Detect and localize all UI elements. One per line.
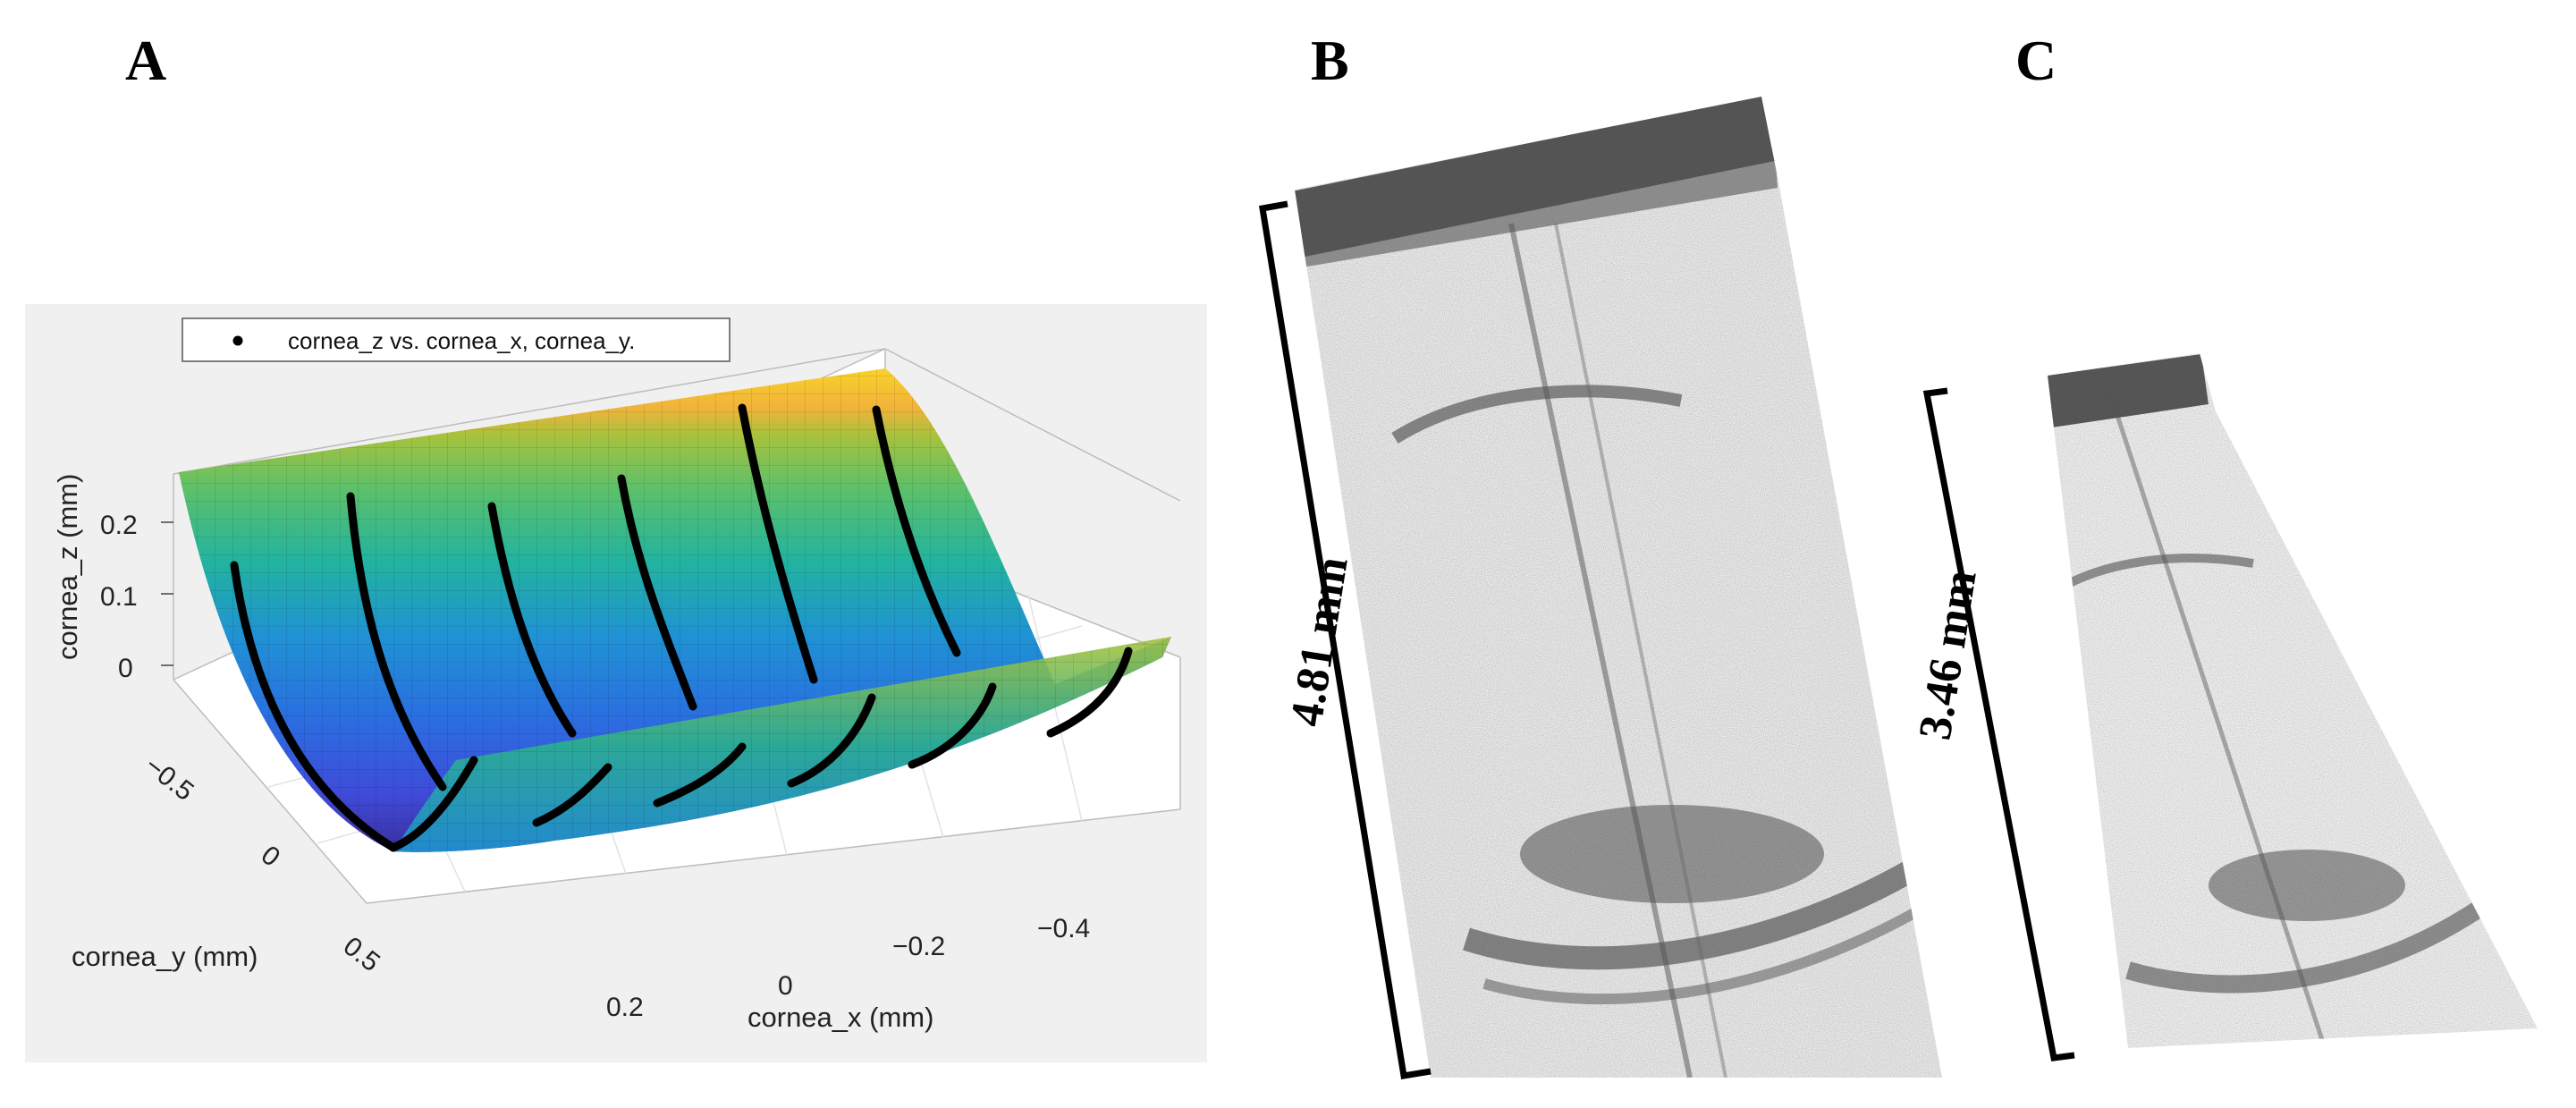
point-arc [872, 405, 961, 657]
point-arc [389, 756, 478, 852]
point-arc [653, 742, 747, 808]
oct-volume-c [2048, 353, 2538, 1048]
z-tick: 0 [118, 654, 133, 683]
legend: cornea_z vs. cornea_x, cornea_y. [182, 317, 731, 362]
scale-bar-b [1258, 200, 1432, 1080]
point-arc [738, 403, 818, 684]
panel-a: 0.2 0.1 0 −0.5 0 0.5 −0.4 −0.2 0 0.2 cor… [25, 304, 1207, 1062]
point-arc [532, 763, 612, 827]
panel-c-letter: C [2015, 29, 2057, 92]
x-tick: −0.2 [892, 932, 945, 961]
point-arc [908, 682, 997, 769]
oct-volume-b [1295, 97, 1942, 1078]
cornea-surface [179, 368, 1171, 852]
x-tick: 0 [778, 971, 793, 1001]
point-arc [230, 561, 398, 852]
x-tick: −0.4 [1037, 914, 1090, 943]
scale-label-b: 4.81 mm [1281, 554, 1358, 730]
x-axis-label: cornea_x (mm) [747, 1002, 933, 1033]
panel-c: 3.46 mm [1910, 353, 2538, 1061]
panel-a-letter: A [125, 29, 167, 92]
z-tick: 0.1 [100, 582, 138, 612]
point-arc [346, 492, 447, 791]
panel-b-letter: B [1311, 29, 1349, 92]
panel-b: 4.81 mm [1258, 97, 1942, 1080]
scatter-points [230, 403, 1133, 852]
y-axis-label: cornea_y (mm) [72, 941, 258, 972]
x-tick: 0.2 [606, 993, 644, 1022]
point-arc [787, 693, 876, 788]
legend-marker [232, 335, 243, 346]
legend-label: cornea_z vs. cornea_x, cornea_y. [288, 327, 635, 354]
scale-bar-c [1922, 387, 2075, 1061]
point-arc [487, 502, 577, 738]
z-tick: 0.2 [100, 511, 138, 540]
point-arc [1046, 647, 1133, 738]
point-arc [617, 474, 697, 711]
z-axis-label: cornea_z (mm) [52, 474, 83, 660]
